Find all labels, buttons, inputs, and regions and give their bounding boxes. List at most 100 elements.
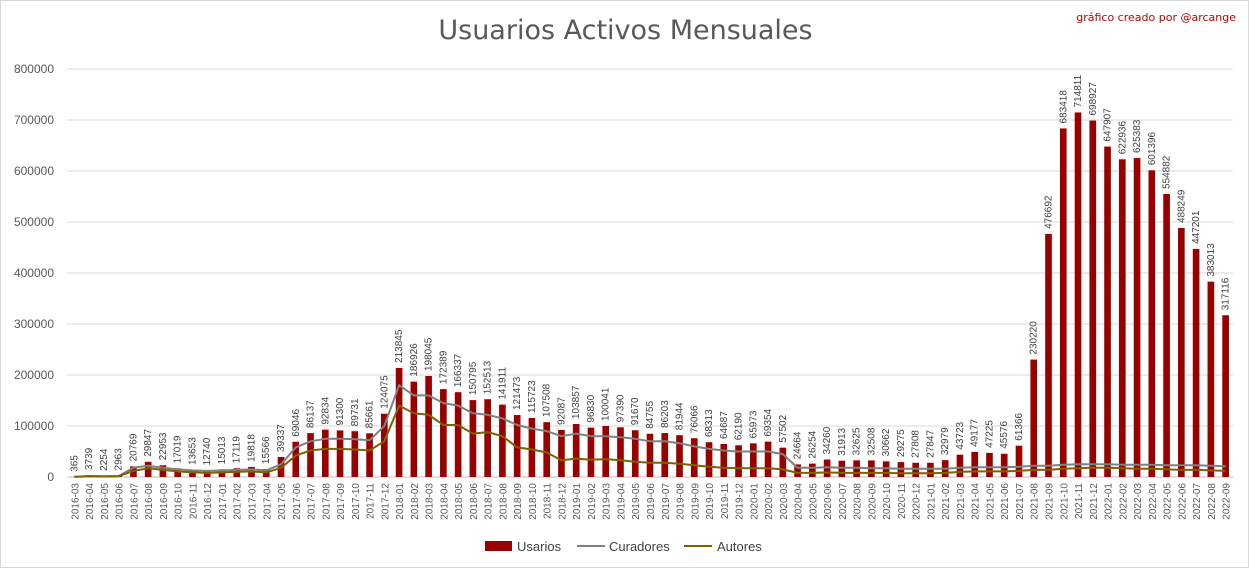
legend-swatch-usuarios — [485, 541, 512, 551]
data-label: 49177 — [970, 419, 981, 447]
x-tick-label: 2017-01 — [218, 483, 229, 520]
data-label: 19818 — [246, 434, 257, 462]
data-label: 69046 — [291, 409, 302, 437]
x-tick-label: 2022-05 — [1163, 483, 1174, 520]
data-label: 39337 — [276, 424, 287, 452]
x-tick-label: 2018-11 — [543, 483, 554, 519]
bar-usuarios — [351, 431, 358, 477]
data-label: 2963 — [114, 448, 125, 471]
bar-usuarios — [839, 461, 846, 477]
data-label: 31913 — [837, 427, 848, 455]
bar-usuarios — [1222, 315, 1229, 477]
x-tick-label: 2019-10 — [705, 483, 716, 520]
bar-usuarios — [632, 430, 639, 477]
data-label: 230220 — [1029, 321, 1040, 355]
x-tick-label: 2022-01 — [1104, 483, 1115, 520]
data-label: 27847 — [925, 430, 936, 458]
x-tick-label: 2020-12 — [912, 483, 923, 520]
x-tick-label: 2017-09 — [336, 483, 347, 520]
x-tick-label: 2021-04 — [971, 483, 982, 520]
data-label: 317116 — [1221, 277, 1232, 310]
data-label: 601396 — [1147, 131, 1158, 165]
data-label: 86137 — [306, 400, 317, 428]
x-tick-label: 2019-03 — [602, 483, 613, 520]
data-label: 92087 — [556, 397, 567, 425]
bar-usuarios — [1075, 112, 1082, 477]
data-label: 2254 — [99, 448, 110, 471]
x-tick-label: 2019-05 — [631, 483, 642, 520]
data-label: 62190 — [734, 412, 745, 440]
data-label: 12740 — [202, 437, 213, 465]
data-label: 81944 — [675, 402, 686, 430]
x-tick-label: 2022-04 — [1148, 483, 1159, 520]
x-tick-label: 2018-12 — [557, 483, 568, 520]
data-label: 26254 — [807, 430, 818, 458]
x-tick-label: 2020-02 — [764, 483, 775, 520]
x-tick-label: 2018-01 — [395, 483, 406, 520]
x-tick-label: 2016-04 — [85, 483, 96, 520]
data-label: 166337 — [453, 353, 464, 387]
legend-label-autores: Autores — [717, 539, 762, 554]
data-label: 625383 — [1132, 119, 1143, 153]
x-tick-label: 2018-06 — [469, 483, 480, 520]
bar-usuarios — [780, 448, 787, 477]
x-tick-label: 2020-04 — [794, 483, 805, 520]
bar-usuarios — [1060, 128, 1067, 477]
x-tick-label: 2019-06 — [646, 483, 657, 520]
x-tick-label: 2021-05 — [985, 483, 996, 520]
bar-usuarios — [676, 435, 683, 477]
data-label: 45576 — [999, 421, 1010, 449]
data-label: 121473 — [512, 376, 523, 410]
data-label: 92834 — [320, 396, 331, 424]
data-label: 365 — [69, 455, 80, 472]
x-tick-label: 2022-07 — [1192, 483, 1203, 520]
y-tick-label: 600000 — [14, 164, 54, 178]
data-label: 91670 — [630, 397, 641, 425]
data-label: 34260 — [822, 426, 833, 454]
data-label: 32508 — [866, 427, 877, 455]
x-tick-label: 2017-06 — [292, 483, 303, 520]
data-label: 47225 — [984, 420, 995, 448]
x-tick-label: 2020-01 — [749, 483, 760, 520]
x-tick-label: 2020-10 — [882, 483, 893, 520]
data-label: 30662 — [881, 428, 892, 456]
y-tick-label: 300000 — [14, 317, 54, 331]
data-label: 27808 — [911, 430, 922, 458]
data-label: 554882 — [1162, 155, 1173, 189]
x-tick-label: 2020-07 — [838, 483, 849, 520]
x-tick-label: 2020-09 — [867, 483, 878, 520]
data-label: 68313 — [704, 409, 715, 437]
bar-usuarios — [322, 430, 329, 477]
data-label: 86203 — [660, 400, 671, 428]
bar-usuarios — [573, 424, 580, 477]
x-tick-label: 2017-02 — [233, 483, 244, 520]
data-label: 29847 — [143, 429, 154, 457]
x-tick-label: 2021-01 — [926, 483, 937, 520]
data-label: 150795 — [468, 361, 479, 395]
data-label: 69354 — [763, 408, 774, 436]
data-label: 383013 — [1206, 243, 1217, 277]
x-tick-label: 2022-09 — [1222, 483, 1233, 520]
y-tick-label: 800000 — [14, 62, 54, 76]
bar-usuarios — [927, 463, 934, 477]
x-tick-label: 2019-02 — [587, 483, 598, 520]
data-label: 89731 — [350, 398, 361, 426]
x-tick-label: 2019-09 — [690, 483, 701, 520]
x-tick-label: 2016-10 — [174, 483, 185, 520]
x-tick-label: 2017-03 — [247, 483, 258, 520]
x-tick-label: 2021-12 — [1089, 483, 1100, 520]
data-label: 64687 — [719, 411, 730, 439]
bar-usuarios — [1104, 147, 1111, 477]
data-label: 103857 — [571, 385, 582, 419]
bar-usuarios — [1163, 194, 1170, 477]
x-tick-label: 2021-03 — [956, 483, 967, 520]
x-tick-label: 2016-07 — [129, 483, 140, 520]
x-tick-label: 2020-08 — [853, 483, 864, 520]
bar-usuarios — [1149, 170, 1156, 477]
data-label: 447201 — [1191, 210, 1202, 244]
x-tick-label: 2016-06 — [115, 483, 126, 520]
data-label: 15566 — [261, 436, 272, 464]
x-tick-label: 2021-11 — [1074, 483, 1085, 519]
